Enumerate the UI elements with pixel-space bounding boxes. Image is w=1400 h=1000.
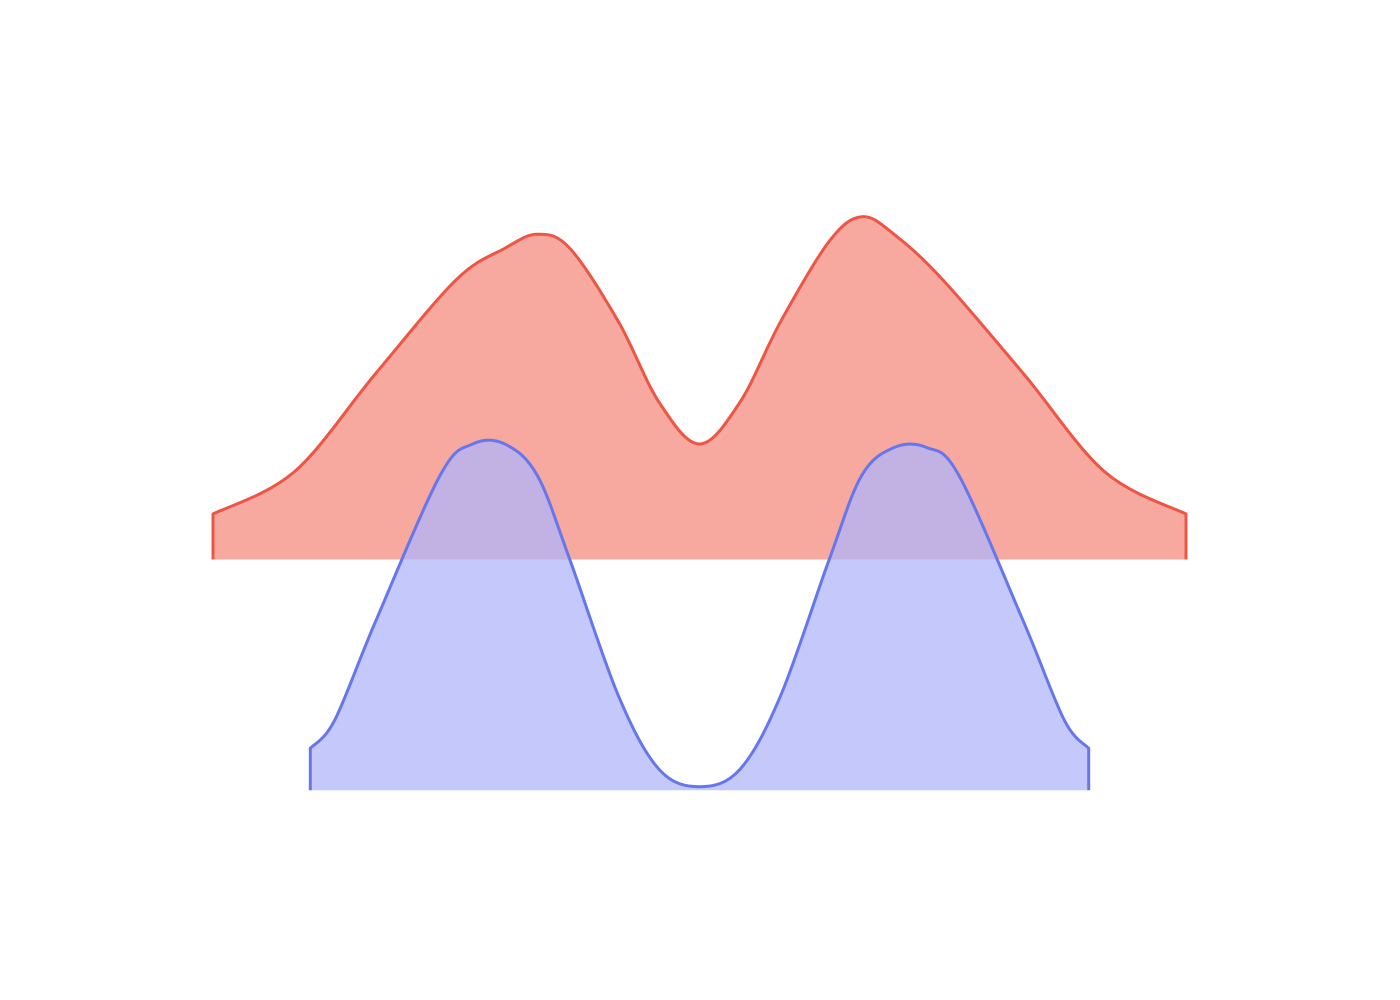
series-1-line <box>211 215 1188 560</box>
series-2-area <box>310 440 1089 791</box>
series-1-area <box>213 216 1186 560</box>
series-2-line <box>308 438 1091 791</box>
